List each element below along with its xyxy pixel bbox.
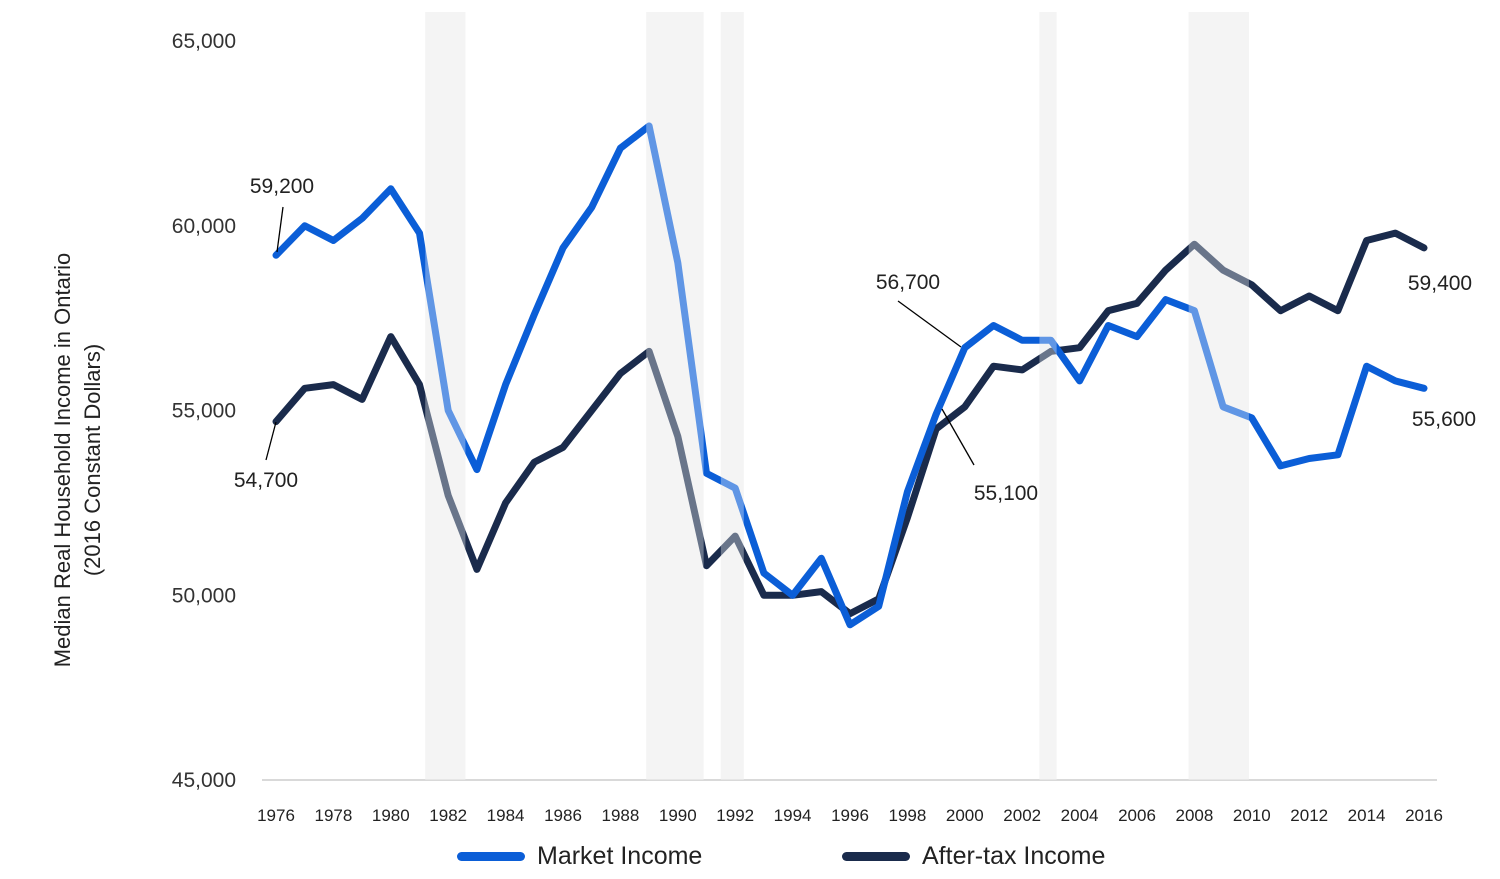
- recession-overlay-layer: [425, 12, 1249, 780]
- annotation-label: 54,700: [234, 469, 298, 492]
- y-tick-label: 65,000: [172, 30, 236, 53]
- annotation-label: 59,400: [1408, 272, 1472, 295]
- annotation-leader-line: [897, 300, 962, 348]
- x-axis: 1976 1978 1980 1982 1984 1986 1988 1990 1992 1994…: [257, 806, 1443, 825]
- recession-band-overlay: [425, 12, 466, 780]
- x-tick-label: 1990: [659, 806, 697, 825]
- x-tick-label: 1984: [487, 806, 525, 825]
- x-tick-label: 2008: [1175, 806, 1213, 825]
- x-tick-label: 2012: [1290, 806, 1328, 825]
- x-tick-label: 1994: [774, 806, 812, 825]
- legend-label: After-tax Income: [922, 841, 1106, 870]
- annotation-label: 55,100: [974, 482, 1038, 505]
- x-tick-label: 1996: [831, 806, 869, 825]
- recession-band: [720, 12, 744, 780]
- recession-band-overlay: [1188, 12, 1249, 780]
- recession-shading-layer: [425, 12, 1249, 780]
- x-tick-label: 2016: [1405, 806, 1443, 825]
- recession-band-overlay: [1039, 12, 1057, 780]
- x-tick-label: 1998: [888, 806, 926, 825]
- x-tick-label: 1980: [372, 806, 410, 825]
- annotation-label: 55,600: [1412, 408, 1476, 431]
- y-axis: 45,000 50,000 55,000 60,000 65,000: [172, 30, 236, 792]
- x-tick-label: 2006: [1118, 806, 1156, 825]
- recession-band-overlay: [720, 12, 744, 780]
- x-tick-label: 1978: [314, 806, 352, 825]
- x-tick-label: 1992: [716, 806, 754, 825]
- legend: Market Income After-tax Income: [0, 836, 1500, 876]
- recession-band-overlay: [646, 12, 704, 780]
- x-tick-label: 1982: [429, 806, 467, 825]
- recession-band: [1039, 12, 1057, 780]
- legend-swatch-market-income: [457, 851, 525, 861]
- x-tick-label: 1986: [544, 806, 582, 825]
- annotation-label: 59,200: [250, 175, 314, 198]
- legend-item-after-tax-income[interactable]: After-tax Income: [842, 836, 1105, 876]
- y-tick-label: 60,000: [172, 215, 236, 238]
- x-tick-label: 2000: [946, 806, 984, 825]
- y-axis-label-line-2: (2016 Constant Dollars): [80, 344, 105, 576]
- legend-item-market-income[interactable]: Market Income: [457, 836, 702, 876]
- x-tick-label: 2014: [1348, 806, 1386, 825]
- annotation-label: 56,700: [876, 271, 940, 294]
- annotations-layer: 59,200 54,700 56,700 55,100 59,400 55,600: [234, 175, 1476, 505]
- y-tick-label: 55,000: [172, 400, 236, 423]
- x-tick-label: 1988: [601, 806, 639, 825]
- x-tick-label: 2002: [1003, 806, 1041, 825]
- x-tick-label: 2010: [1233, 806, 1271, 825]
- y-axis-label-line-1: Median Real Household Income in Ontario: [50, 253, 75, 668]
- y-tick-label: 50,000: [172, 584, 236, 607]
- annotation-leader-line: [265, 421, 277, 461]
- legend-swatch-after-tax-income: [842, 851, 910, 861]
- x-tick-label: 1976: [257, 806, 295, 825]
- legend-label: Market Income: [537, 841, 703, 870]
- annotation-leader-line: [276, 206, 284, 253]
- x-tick-label: 2004: [1061, 806, 1099, 825]
- series-layer: [272, 122, 1428, 629]
- annotation-leader-line: [941, 408, 975, 466]
- y-tick-label: 45,000: [172, 769, 236, 792]
